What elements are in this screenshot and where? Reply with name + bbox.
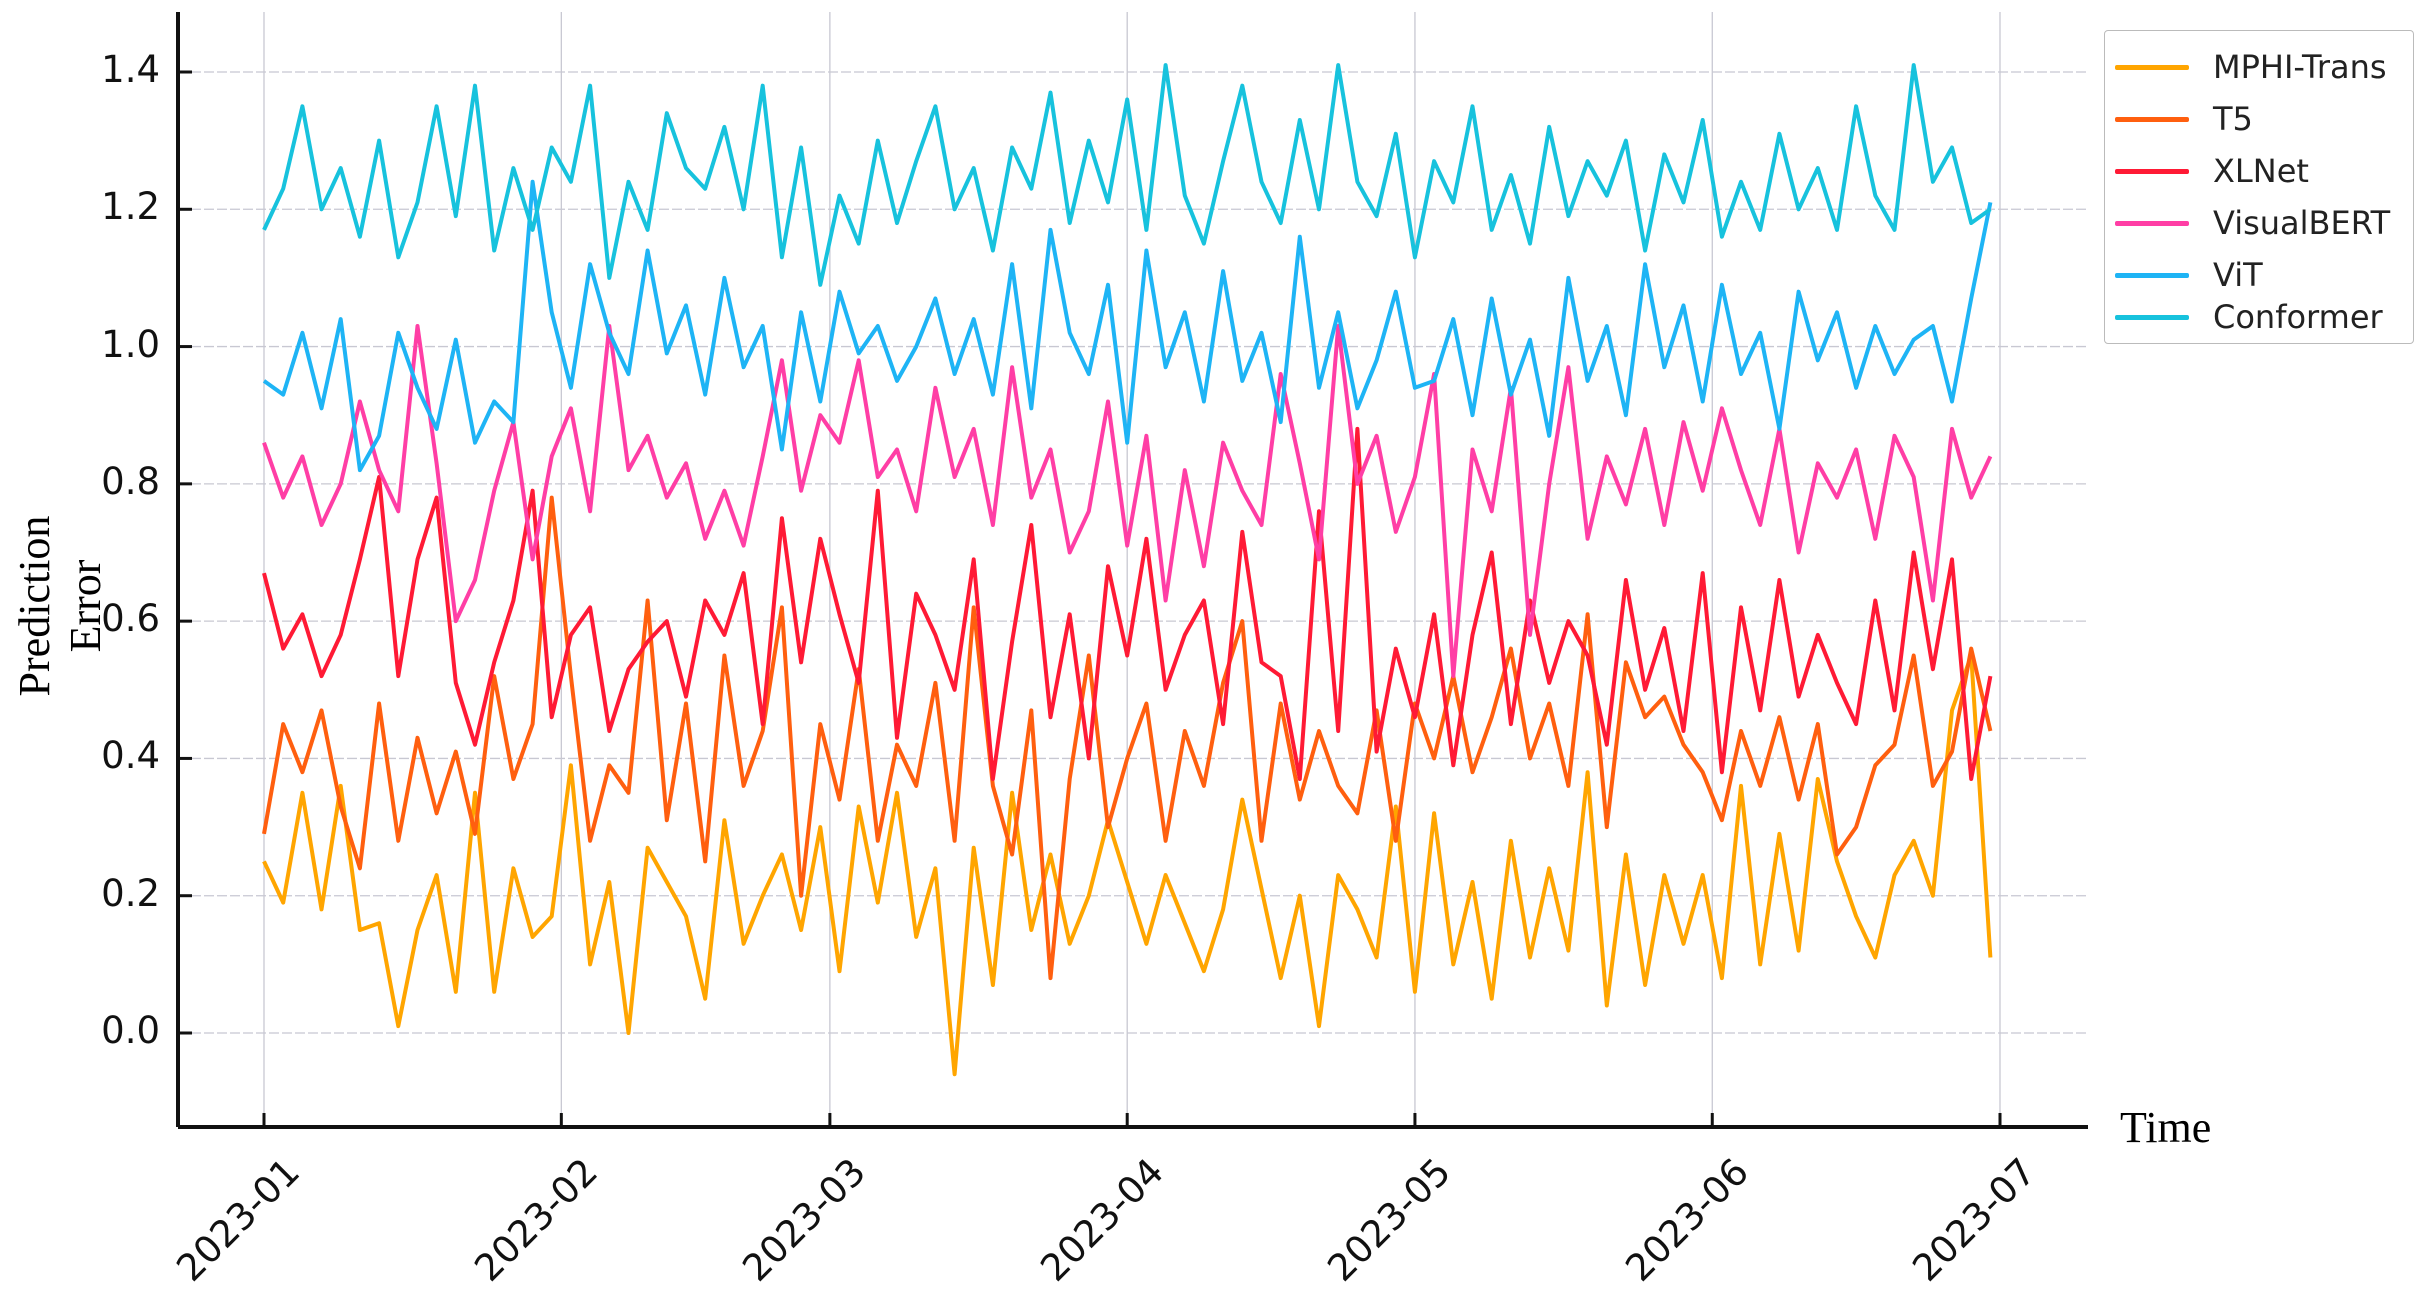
series-line-visualbert: [262, 324, 1993, 679]
legend-item-xlnet: XLNet: [2105, 151, 2413, 191]
legend-item-t5: T5: [2105, 99, 2413, 139]
legend-item-visualbert: VisualBERT: [2105, 203, 2413, 243]
legend-swatch-icon: [2115, 65, 2189, 70]
legend-item-conformer: Conformer: [2105, 297, 2413, 337]
series-line-t5: [262, 495, 1993, 981]
axes: [176, 12, 2088, 1129]
legend: MPHI-Trans T5 XLNet VisualBERT ViT Confo…: [2104, 30, 2414, 344]
y-axis-label: Prediction Error: [10, 515, 110, 697]
y-tick-label: 0.0: [101, 1009, 160, 1052]
grid-lines: [178, 12, 2088, 1127]
y-tick-label: 0.6: [101, 597, 160, 641]
legend-swatch-icon: [2115, 169, 2189, 174]
legend-label: XLNet: [2213, 152, 2309, 190]
legend-swatch-icon: [2115, 221, 2189, 226]
y-tick-label: 0.8: [101, 459, 160, 503]
legend-label: VisualBERT: [2213, 204, 2391, 242]
y-tick-label: 1.2: [101, 185, 160, 229]
legend-item-mphi-trans: MPHI-Trans: [2105, 47, 2413, 87]
legend-label: T5: [2213, 100, 2253, 138]
y-tick-label: 0.4: [101, 734, 160, 778]
legend-label: MPHI-Trans: [2213, 48, 2387, 86]
legend-swatch-icon: [2115, 273, 2189, 278]
series-line-vit: [262, 179, 1993, 473]
x-axis-label: Time: [2120, 1103, 2212, 1152]
tick-marks: [178, 70, 2002, 1127]
legend-item-vit: ViT: [2105, 255, 2413, 295]
series-line-xlnet: [262, 426, 1993, 781]
series-lines: [262, 63, 1993, 1077]
y-tick-label: 0.2: [101, 871, 160, 915]
series-line-conformer: [262, 63, 1992, 287]
y-tick-label: 1.4: [101, 48, 160, 91]
legend-label: ViT: [2213, 256, 2263, 294]
series-line-mphi-trans: [262, 653, 1993, 1077]
legend-swatch-icon: [2115, 315, 2189, 320]
legend-label: Conformer: [2213, 298, 2383, 336]
legend-swatch-icon: [2115, 117, 2189, 122]
y-tick-label: 1.0: [101, 322, 160, 366]
